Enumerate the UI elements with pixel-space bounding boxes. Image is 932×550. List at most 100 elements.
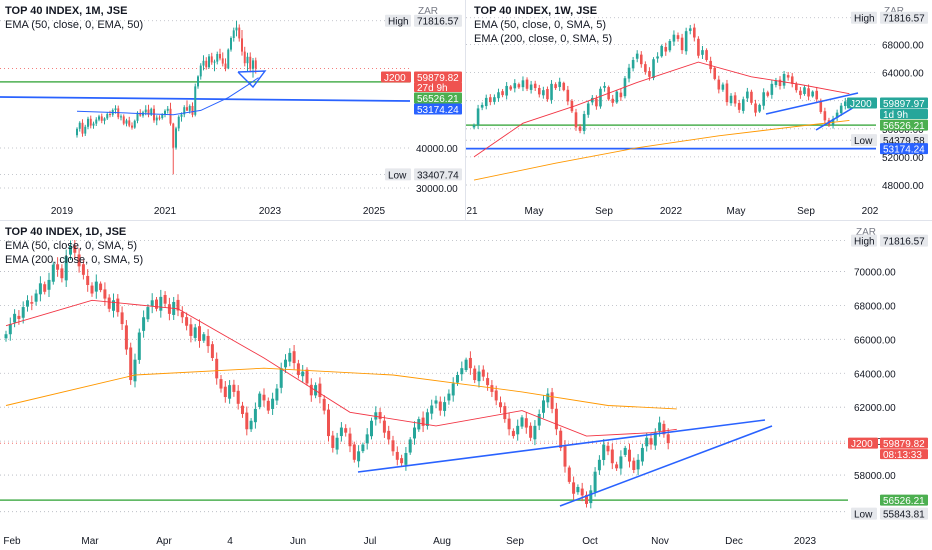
weekly-last-symbol: J200 (850, 99, 872, 110)
daily-candle-body (232, 384, 236, 392)
daily-candle-body (43, 284, 47, 292)
daily-x-tick-label: Oct (582, 536, 598, 547)
daily-candle-body (370, 420, 373, 437)
daily-candle-body (142, 317, 146, 331)
daily-candle-body (576, 486, 580, 493)
weekly-candle-body (693, 27, 696, 38)
daily-last-symbol: J200 (851, 439, 873, 450)
monthly-support-blue-value-bg (414, 103, 462, 115)
weekly-x-tick-label: May (727, 206, 746, 217)
daily-candle-body (99, 283, 103, 291)
daily-candle-body (550, 392, 554, 409)
weekly-x-tick-label: Sep (595, 206, 613, 217)
daily-candle-body (38, 283, 42, 295)
weekly-candle-body (815, 90, 819, 100)
weekly-candle-body (529, 84, 533, 90)
monthly-candle-body (87, 118, 89, 127)
chart-panel-monthly[interactable]: ZAR 40000.00 30000.00 2019 2021 2023 2025 High 7… (0, 0, 465, 220)
daily-x-tick-label: Aug (433, 536, 451, 547)
weekly-last-symbol-bg (847, 97, 877, 109)
weekly-candle-body (521, 80, 525, 88)
monthly-candle-body (254, 60, 257, 69)
daily-candle-body (206, 335, 210, 347)
panel-divider-vertical[interactable] (465, 0, 466, 220)
weekly-ema200-line (473, 119, 850, 181)
daily-candle-body (77, 254, 81, 267)
monthly-candle-body (114, 108, 117, 110)
weekly-x-tick-label: 202 (862, 206, 879, 217)
weekly-candle-body (721, 84, 725, 90)
daily-title: TOP 40 INDEX, 1D, JSE (5, 226, 127, 238)
monthly-candle-body (249, 56, 252, 69)
monthly-high-tag: High (388, 17, 409, 28)
daily-candle-body (352, 444, 356, 460)
panel-divider-horizontal[interactable] (0, 220, 932, 221)
daily-candle-body (464, 359, 468, 371)
weekly-candle-body (717, 79, 721, 90)
monthly-candle-body (78, 122, 81, 129)
weekly-countdown-bg (880, 109, 928, 119)
daily-candle-body (597, 459, 601, 471)
daily-candle-body (400, 458, 404, 464)
monthly-low-tag-bg (385, 168, 411, 181)
daily-candle-body (473, 368, 477, 381)
weekly-candle-body (676, 35, 680, 39)
chart-panel-daily[interactable]: ZAR 70000.00 68000.00 66000.00 64000.00 62000… (0, 221, 932, 550)
monthly-trendline-blue (0, 96, 411, 102)
daily-last-value: 59879.82 (883, 439, 925, 450)
weekly-candle-body (550, 83, 553, 100)
weekly-candle-body (635, 53, 639, 59)
monthly-candle-body (128, 120, 131, 126)
weekly-support-green-value-bg (880, 119, 928, 131)
weekly-candle-body (631, 59, 635, 69)
weekly-candle-body (762, 92, 765, 106)
weekly-chart-svg[interactable]: ZAR68000.0064000.0060000.0056000.0052000… (466, 0, 932, 220)
daily-candle-body (456, 374, 459, 383)
daily-x-tick-label: 2023 (794, 536, 817, 547)
monthly-candle-body (202, 60, 205, 66)
monthly-candle-body (164, 110, 166, 115)
weekly-candle-body (615, 91, 619, 103)
monthly-candle-body (89, 118, 92, 126)
weekly-candle-body (505, 85, 508, 96)
weekly-candle-body (595, 98, 598, 107)
daily-candle-body (219, 379, 223, 389)
daily-candle-body (103, 289, 107, 299)
monthly-candle-body (92, 123, 95, 126)
daily-x-tick-label: Mar (81, 536, 99, 547)
weekly-candle-body (513, 83, 517, 89)
daily-candle-body (69, 245, 72, 255)
weekly-candle-body (758, 104, 761, 112)
weekly-candle-body (713, 67, 717, 79)
monthly-chart-svg[interactable]: ZAR 40000.00 30000.00 2019 2021 2023 2025 High 7… (0, 0, 465, 220)
weekly-candle-body (574, 112, 578, 128)
weekly-candle-body (558, 81, 561, 88)
daily-candle-body (533, 425, 537, 440)
monthly-y-tick-label: 40000.00 (416, 144, 458, 155)
daily-candle-body (279, 368, 283, 388)
daily-candle-body (374, 412, 378, 420)
monthly-candle-body (224, 63, 227, 69)
weekly-y-tick-label: 68000.00 (882, 41, 924, 52)
weekly-candle-body (648, 71, 651, 77)
monthly-candle-body (186, 107, 188, 111)
daily-candle-body (249, 420, 253, 430)
daily-candle-body (133, 359, 137, 382)
daily-y-tick-label: 66000.00 (854, 335, 896, 346)
monthly-candle-body (103, 118, 106, 121)
weekly-candle-body (480, 104, 484, 108)
monthly-candle-body (172, 123, 175, 148)
daily-chart-svg[interactable]: ZAR 70000.00 68000.00 66000.00 64000.00 62000… (0, 221, 932, 550)
monthly-candle-body (219, 54, 221, 59)
weekly-legend: TOP 40 INDEX, 1W, JSE EMA (50, close, 0,… (474, 4, 612, 46)
daily-support-green-value: 56526.21 (883, 496, 925, 507)
daily-candle-body (327, 409, 330, 437)
weekly-candle-body (799, 90, 802, 96)
chart-panel-weekly[interactable]: ZAR68000.0064000.0060000.0056000.0052000… (466, 0, 932, 220)
weekly-candle-body (664, 47, 668, 52)
monthly-candle-body (144, 109, 147, 113)
weekly-candle-body (774, 80, 778, 86)
weekly-candle-body (729, 95, 733, 104)
weekly-candle-body (843, 101, 847, 106)
monthly-candle-body (180, 114, 183, 117)
